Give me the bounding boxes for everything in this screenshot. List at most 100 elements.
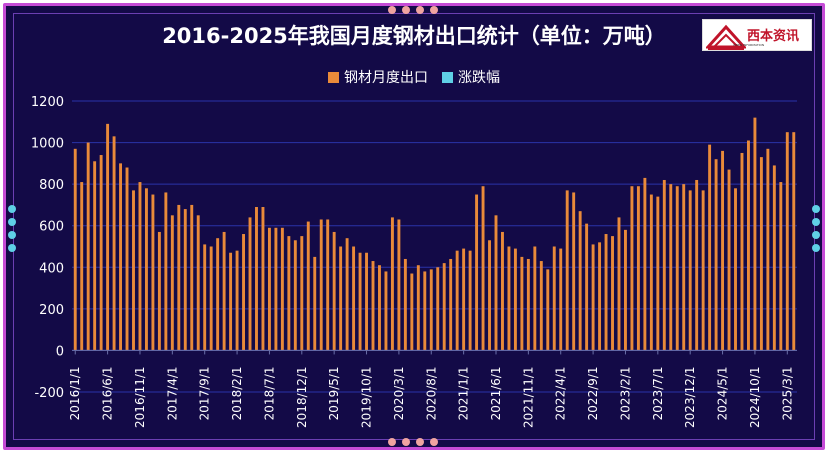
bar — [740, 152, 744, 351]
legend-item-exports[interactable]: 钢材月度出口 — [328, 67, 428, 87]
bar — [86, 142, 90, 351]
bar — [235, 250, 239, 351]
bar — [293, 240, 297, 351]
bar — [617, 217, 621, 351]
bar — [144, 188, 148, 351]
bar — [792, 132, 796, 351]
bar — [559, 248, 563, 351]
frame-dot-icon — [388, 6, 396, 14]
bar — [520, 256, 524, 351]
bar — [449, 258, 453, 351]
bar — [403, 258, 407, 351]
bar — [488, 240, 491, 351]
logo-text: 西本资讯 — [747, 29, 800, 44]
bar — [106, 123, 110, 351]
bar — [358, 252, 362, 351]
bar — [526, 258, 530, 351]
legend-swatch-exports — [328, 71, 339, 83]
bar — [397, 219, 401, 351]
x-tick-label: 2022/9/1 — [586, 366, 600, 420]
x-tick-label: 2023/2/1 — [618, 366, 632, 420]
bar — [157, 231, 161, 351]
x-tick-label: 2018/7/1 — [262, 366, 276, 420]
bar — [501, 231, 504, 351]
bar — [125, 167, 129, 351]
y-tick-label: -200 — [34, 386, 64, 401]
bar — [267, 227, 271, 351]
frame-dot-icon — [8, 244, 16, 252]
bar — [99, 155, 103, 351]
bar — [390, 217, 394, 351]
bar — [598, 242, 602, 351]
bar — [429, 269, 433, 351]
bar — [287, 236, 291, 351]
bar — [746, 140, 750, 351]
legend-item-change[interactable]: 涨跌幅 — [442, 67, 500, 87]
bar — [119, 163, 123, 351]
frame-dot-icon — [430, 438, 438, 446]
legend-swatch-change — [442, 71, 453, 83]
bar — [313, 256, 317, 351]
bar — [442, 263, 446, 351]
bar — [643, 177, 647, 351]
bar — [410, 273, 414, 351]
bar — [578, 211, 582, 351]
bar — [721, 150, 725, 351]
frame-dot-icon — [388, 438, 396, 446]
grid-lines — [72, 100, 797, 393]
frame-decorations — [8, 6, 820, 446]
bar — [300, 236, 304, 351]
bar — [242, 234, 245, 351]
bar — [604, 234, 608, 351]
legend-label-change: 涨跌幅 — [458, 70, 500, 86]
bar — [112, 136, 116, 351]
x-tick-label: 2024/10/1 — [748, 366, 762, 428]
bar — [436, 267, 440, 351]
bar — [591, 244, 595, 351]
frame-dot-icon — [812, 231, 820, 239]
bar — [151, 194, 155, 351]
x-tick-label: 2019/5/1 — [327, 366, 341, 420]
x-tick-label: 2024/5/1 — [716, 366, 730, 420]
frame-dot-icon — [402, 6, 410, 14]
bar — [345, 238, 349, 351]
bar — [73, 148, 77, 351]
bar — [708, 144, 712, 351]
bar — [727, 169, 731, 351]
bar — [280, 227, 284, 351]
bar — [682, 184, 686, 351]
bar — [675, 186, 679, 351]
bar — [546, 269, 550, 351]
frame-dot-icon — [8, 231, 16, 239]
frame-dot-icon — [430, 6, 438, 14]
x-tick-label: 2017/9/1 — [198, 366, 212, 420]
bar — [306, 221, 310, 351]
frame-dot-icon — [416, 6, 424, 14]
bar — [326, 219, 330, 351]
bar — [481, 186, 485, 351]
x-tick-label: 2021/11/1 — [521, 366, 535, 428]
frame-dot-icon — [812, 244, 820, 252]
frame-dot-icon — [812, 205, 820, 213]
x-tick-label: 2021/1/1 — [457, 366, 471, 420]
bar — [177, 204, 181, 351]
x-tick-label: 2023/12/1 — [683, 366, 697, 428]
bar — [701, 190, 705, 351]
bar — [695, 179, 699, 351]
bar — [785, 132, 789, 351]
bar — [507, 246, 511, 351]
y-tick-label: 1000 — [31, 137, 64, 152]
bar — [261, 207, 265, 351]
x-tick-label: 2023/7/1 — [651, 366, 665, 420]
legend[interactable]: 钢材月度出口 涨跌幅 — [0, 67, 828, 87]
bar — [274, 227, 278, 351]
bar — [132, 190, 135, 351]
x-tick-label: 2019/10/1 — [360, 366, 374, 428]
frame-dot-icon — [402, 438, 410, 446]
bar — [339, 246, 343, 351]
x-tick-label: 2020/8/1 — [424, 366, 438, 420]
logo-mark-icon — [706, 24, 746, 50]
x-tick-label: 2017/4/1 — [165, 366, 179, 420]
bar — [378, 265, 381, 351]
